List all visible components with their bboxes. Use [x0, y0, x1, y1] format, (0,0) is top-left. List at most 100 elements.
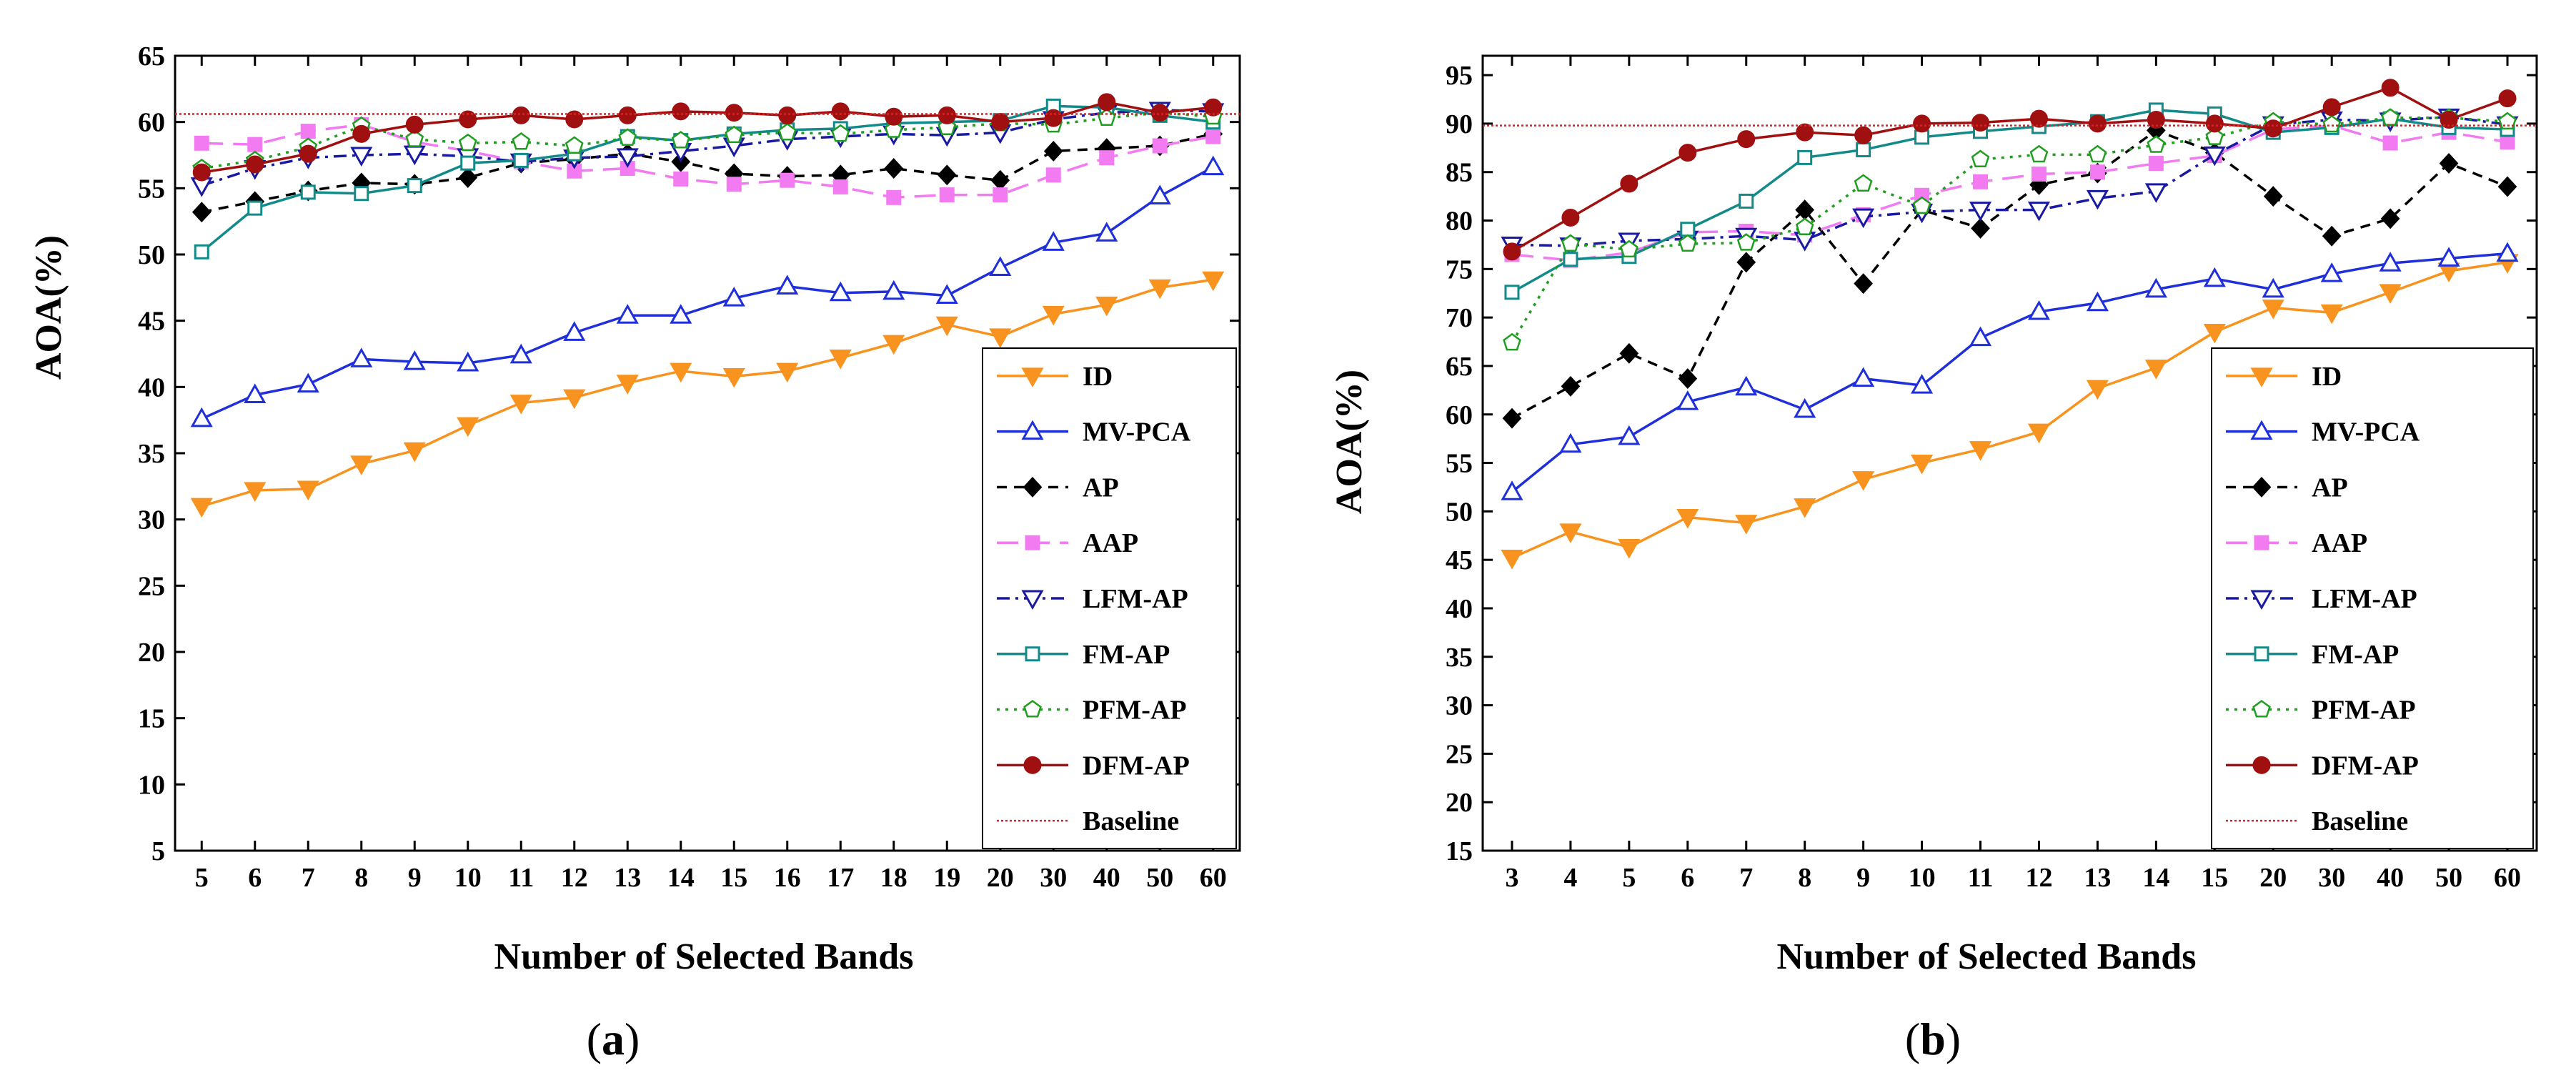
data-point-mv-pca [297, 372, 319, 393]
data-point-mv-pca [1042, 231, 1065, 251]
data-point-aap [832, 179, 848, 194]
legend-label-id: ID [1083, 362, 1113, 392]
data-point-ap [1854, 273, 1873, 295]
data-point-dfm-ap [2029, 109, 2048, 128]
chart-panel-b: AOA(%) Number of Selected Bands (b) 15 20… [1329, 54, 2538, 1064]
data-point-mv-pca [350, 347, 373, 367]
x-tick-label-a: 9 [408, 863, 422, 893]
legend-label-aap: AAP [1083, 528, 1138, 558]
data-point-pfm-ap [1795, 217, 1814, 235]
data-point-aap [780, 172, 795, 188]
y-tick-label-b: 80 [1446, 207, 1473, 237]
x-tick-label-b: 20 [2259, 863, 2287, 893]
data-point-fm-ap [194, 244, 209, 259]
data-point-id [350, 455, 373, 475]
data-point-aap [673, 171, 689, 187]
data-point-ap [990, 169, 1010, 191]
data-point-dfm-ap [991, 113, 1010, 132]
y-tick-label-a: 55 [138, 174, 165, 204]
x-tick-label-b: 15 [2201, 863, 2228, 893]
data-point-pfm-ap [1971, 149, 1990, 168]
data-point-aap [1205, 129, 1221, 144]
data-point-dfm-ap [1854, 126, 1873, 144]
legend-swatch-marker [1025, 646, 1040, 662]
legend-swatch-marker [1021, 367, 1044, 387]
data-point-pfm-ap [831, 124, 850, 142]
data-point-mv-pca [776, 275, 799, 295]
data-point-dfm-ap [831, 102, 850, 121]
y-tick-label-a: 50 [138, 240, 165, 270]
x-tick-label-a: 12 [561, 863, 588, 893]
data-point-dfm-ap [2088, 114, 2107, 133]
data-point-id [2086, 380, 2109, 400]
legend-swatch-marker [1023, 756, 1042, 774]
series-id-a [190, 271, 1225, 518]
legend-label-fm-ap: FM-AP [2312, 640, 2399, 670]
data-point-mv-pca [190, 407, 213, 427]
data-point-id [563, 389, 586, 410]
data-point-dfm-ap [1204, 98, 1223, 117]
data-point-id [1559, 523, 1582, 543]
data-point-dfm-ap [352, 124, 371, 143]
panel-letter-b: b [1920, 1014, 1946, 1064]
data-point-dfm-ap [618, 106, 637, 124]
data-point-fm-ap [460, 155, 476, 171]
data-point-id [2144, 360, 2167, 380]
data-point-ap [1561, 375, 1581, 397]
data-point-pfm-ap [2322, 114, 2342, 133]
data-point-id [2203, 323, 2226, 344]
y-tick-label-b: 50 [1446, 497, 1473, 527]
data-point-dfm-ap [1796, 123, 1814, 142]
x-tick-label-b: 6 [1681, 863, 1694, 893]
data-point-pfm-ap [671, 131, 690, 149]
data-point-id [1911, 455, 1934, 475]
data-point-id [989, 328, 1012, 348]
series-line-a [201, 278, 1214, 508]
data-point-id [882, 335, 905, 355]
plot-area-b [1481, 54, 2538, 852]
data-point-mv-pca [1676, 390, 1699, 410]
data-point-dfm-ap [1679, 144, 1697, 162]
x-tick-label-b: 9 [1856, 863, 1870, 893]
data-point-mv-pca [2027, 300, 2051, 320]
legend-label-lfm-ap: LFM-AP [2312, 584, 2417, 614]
data-point-pfm-ap [1912, 196, 1931, 214]
data-point-ap [2380, 208, 2400, 229]
x-tick-label-a: 11 [508, 863, 534, 893]
data-point-lfm-ap [1969, 202, 1992, 222]
data-point-mv-pca [2320, 262, 2343, 282]
legend-swatch-marker [2254, 535, 2269, 550]
x-tick-label-a: 5 [195, 863, 209, 893]
data-point-dfm-ap [405, 115, 424, 134]
legend-label-id: ID [2312, 362, 2342, 392]
x-tick-label-b: 60 [2494, 863, 2521, 893]
series-mv-pca-b [1501, 242, 2519, 500]
y-tick-label-b: 20 [1446, 788, 1473, 818]
data-point-fm-ap [1739, 193, 1754, 209]
data-point-ap [2263, 186, 2283, 207]
data-point-lfm-ap [1852, 208, 1875, 229]
x-tick-label-a: 18 [880, 863, 907, 893]
data-point-dfm-ap [2498, 89, 2517, 108]
data-point-pfm-ap [565, 136, 584, 154]
series-line-b [1511, 117, 2508, 344]
data-point-aap [247, 137, 263, 152]
series-dfm-ap-b [1503, 79, 2517, 261]
data-point-id [1202, 271, 1225, 292]
y-tick-label-a: 30 [138, 505, 165, 535]
series-line-a [202, 123, 1214, 199]
x-tick-label-b: 5 [1622, 863, 1636, 893]
data-point-ap [884, 158, 904, 179]
data-point-mv-pca [935, 284, 958, 304]
data-point-aap [2382, 135, 2398, 151]
x-tick-label-a: 17 [827, 863, 854, 893]
data-point-mv-pca [457, 351, 479, 372]
y-tick-label-b: 65 [1446, 352, 1473, 382]
data-point-aap [2089, 164, 2105, 180]
data-point-pfm-ap [512, 132, 531, 150]
data-point-id [1969, 441, 1992, 461]
y-tick-label-a: 35 [138, 439, 165, 469]
y-tick-label-a: 65 [138, 41, 165, 71]
data-point-aap [2148, 156, 2164, 172]
data-point-ap [1736, 252, 1756, 273]
